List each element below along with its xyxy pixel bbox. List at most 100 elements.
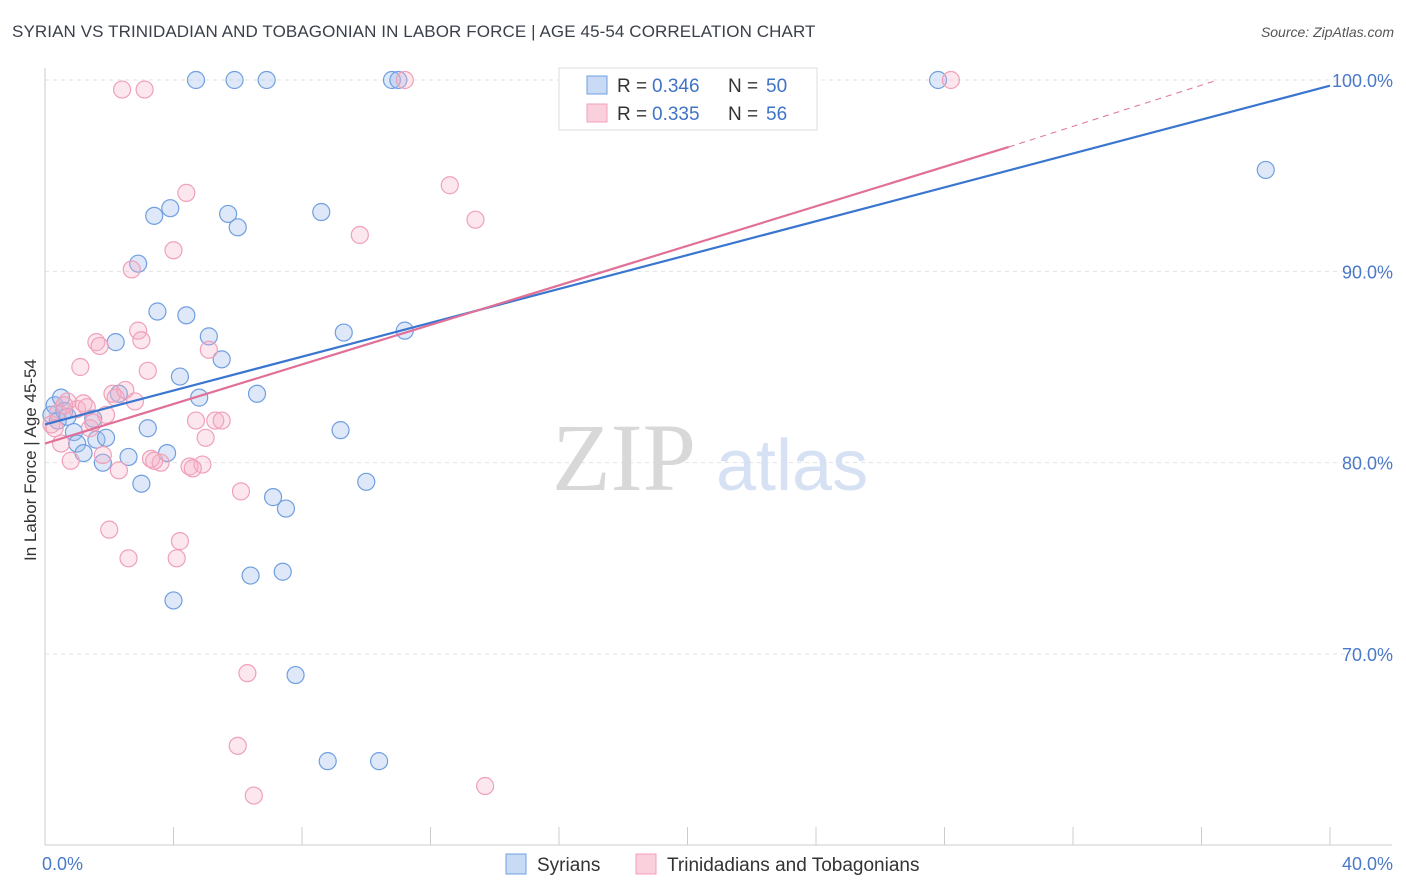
trend-line-trin-extension — [1008, 79, 1218, 148]
point-syrians-28 — [212, 350, 231, 369]
point-syrians-31 — [241, 566, 260, 585]
point-syrians-47 — [225, 70, 244, 90]
legend-n-label-trin: N = — [728, 104, 758, 125]
point-trin-50 — [112, 80, 132, 99]
point-syrians-24 — [170, 367, 190, 386]
point-trin-19 — [119, 549, 138, 568]
point-syrians-19 — [145, 206, 164, 225]
legend: R = 0.346 N = 50 R = 0.335 N = 56 — [558, 67, 818, 131]
point-syrians-43 — [382, 70, 402, 90]
point-trin-23 — [132, 331, 151, 350]
point-syrians-35 — [273, 562, 292, 581]
point-trin-17 — [109, 461, 128, 480]
y-tick-label-3: 100.0% — [1332, 71, 1393, 91]
chart-title: SYRIAN VS TRINIDADIAN AND TOBAGONIAN IN … — [12, 22, 816, 41]
point-trin-22 — [129, 321, 148, 340]
point-syrians-23 — [164, 591, 183, 610]
point-syrians-38 — [318, 752, 337, 771]
point-trin-35 — [199, 340, 218, 359]
point-syrians-41 — [357, 472, 376, 491]
point-syrians-22 — [161, 199, 180, 218]
source-label: Source: ZipAtlas.com — [1260, 24, 1394, 40]
point-syrians-18 — [138, 419, 157, 438]
bottom-legend: Syrians Trinidadians and Tobagonians — [505, 853, 919, 876]
point-trin-7 — [71, 357, 90, 377]
point-trin-5 — [61, 451, 80, 470]
bottom-legend-swatch-trin — [635, 853, 657, 875]
point-trin-45 — [466, 210, 485, 229]
y-tick-label-0: 70.0% — [1342, 645, 1393, 665]
point-trin-27 — [164, 241, 183, 260]
point-trin-29 — [170, 532, 190, 551]
point-syrians-7 — [68, 434, 87, 453]
point-trin-42 — [350, 225, 369, 245]
legend-swatch-syrians — [586, 75, 608, 95]
point-syrians-49 — [928, 70, 948, 90]
point-trin-34 — [196, 428, 215, 447]
bottom-legend-trin: Trinidadians and Tobagonians — [667, 855, 919, 876]
point-trin-24 — [138, 361, 157, 380]
y-tick-label-2: 90.0% — [1342, 262, 1393, 282]
point-trin-33 — [193, 455, 212, 474]
point-trin-46 — [476, 776, 495, 796]
legend-r-value-syrians: 0.346 — [652, 76, 700, 97]
point-trin-39 — [231, 482, 251, 501]
point-syrians-17 — [132, 474, 151, 493]
point-trin-52 — [55, 396, 74, 415]
point-syrians-44 — [389, 70, 408, 90]
x-tick-label-1: 40.0% — [1342, 854, 1393, 874]
point-trin-12 — [90, 336, 109, 356]
legend-swatch-trin — [586, 103, 608, 123]
point-trin-26 — [151, 453, 170, 472]
point-syrians-33 — [263, 488, 283, 507]
y-tick-label-1: 80.0% — [1342, 454, 1393, 474]
trend-lines — [44, 79, 1331, 445]
point-syrians-42 — [370, 752, 389, 771]
point-trin-36 — [206, 411, 225, 430]
point-trin-44 — [440, 176, 459, 195]
tick-labels: 70.0% 80.0% 90.0% 100.0% 0.0% 40.0% — [42, 71, 1393, 874]
point-trin-28 — [167, 549, 186, 568]
point-syrians-48 — [257, 70, 276, 90]
point-syrians-37 — [312, 202, 331, 222]
point-syrians-11 — [93, 453, 112, 472]
trend-line-syrians — [44, 84, 1331, 426]
point-trin-49 — [135, 80, 154, 99]
watermark-atlas: atlas — [716, 426, 868, 506]
legend-n-value-trin: 56 — [766, 104, 787, 125]
data-points — [42, 70, 1275, 805]
point-trin-43 — [395, 70, 414, 90]
point-trin-37 — [212, 411, 231, 430]
point-trin-41 — [244, 786, 263, 805]
point-syrians-34 — [276, 499, 296, 518]
point-trin-25 — [141, 449, 161, 468]
grid-lines — [45, 79, 1392, 655]
point-syrians-25 — [177, 306, 196, 325]
point-trin-32 — [186, 411, 206, 430]
point-syrians-15 — [119, 447, 138, 467]
point-syrians-46 — [186, 70, 206, 90]
watermark-zip: ZIP — [552, 404, 696, 511]
point-syrians-27 — [199, 327, 218, 346]
point-trin-20 — [122, 260, 141, 279]
point-syrians-29 — [219, 204, 238, 224]
legend-r-label-syrians: R = — [617, 76, 647, 97]
point-trin-38 — [228, 736, 247, 755]
point-syrians-39 — [331, 421, 350, 440]
point-syrians-36 — [286, 665, 305, 685]
point-trin-40 — [238, 664, 257, 683]
legend-r-label-trin: R = — [617, 104, 647, 125]
point-trin-14 — [100, 520, 119, 539]
y-axis-label: In Labor Force | Age 45-54 — [21, 359, 40, 561]
legend-n-value-syrians: 50 — [766, 76, 787, 97]
watermark: ZIP atlas — [552, 404, 868, 511]
legend-r-value-trin: 0.335 — [652, 104, 700, 125]
point-trin-13 — [93, 445, 112, 465]
point-trin-48 — [941, 70, 961, 90]
point-syrians-12 — [96, 428, 116, 447]
point-syrians-30 — [228, 218, 247, 237]
legend-n-label-syrians: N = — [728, 76, 758, 97]
axes — [44, 68, 1392, 846]
point-syrians-32 — [247, 384, 267, 403]
